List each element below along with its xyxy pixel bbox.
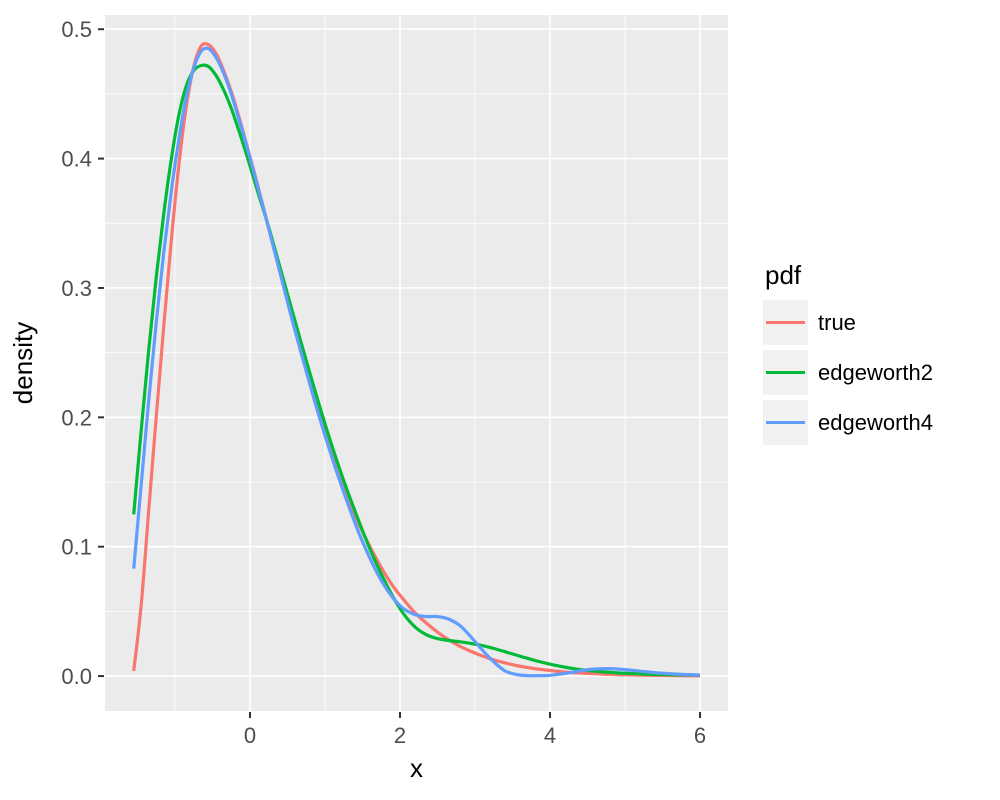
x-tick-label: 6 <box>694 723 706 748</box>
curve-edgeworth4 <box>132 46 701 678</box>
y-tick-label: 0.4 <box>61 147 92 172</box>
legend-title: pdf <box>765 260 802 290</box>
legend-label: true <box>818 309 856 335</box>
legend-label: edgeworth2 <box>818 359 933 385</box>
y-tick-label: 0.0 <box>61 664 92 689</box>
legend: pdf true edgeworth2 edgeworth4 <box>763 262 933 445</box>
legend-key-line-edgeworth2 <box>766 370 805 374</box>
legend-key <box>763 400 808 445</box>
x-tick-label: 0 <box>244 723 256 748</box>
legend-item-edgeworth2: edgeworth2 <box>763 350 933 395</box>
legend-key <box>763 350 808 395</box>
legend-key-line-edgeworth4 <box>766 420 805 424</box>
legend-key <box>763 300 808 345</box>
legend-items: true edgeworth2 edgeworth4 <box>763 300 933 445</box>
legend-item-true: true <box>763 300 933 345</box>
legend-label: edgeworth4 <box>818 409 933 435</box>
x-tick-label: 4 <box>544 723 556 748</box>
x-tick-label: 2 <box>394 723 406 748</box>
y-axis-title: density <box>8 322 38 404</box>
legend-item-edgeworth4: edgeworth4 <box>763 400 933 445</box>
x-axis-title: x <box>410 753 423 783</box>
y-tick-label: 0.5 <box>61 17 92 42</box>
y-tick-label: 0.3 <box>61 276 92 301</box>
plot-panel <box>105 15 728 711</box>
legend-key-line-true <box>766 320 805 324</box>
y-tick-label: 0.2 <box>61 405 92 430</box>
y-tick-label: 0.1 <box>61 535 92 560</box>
